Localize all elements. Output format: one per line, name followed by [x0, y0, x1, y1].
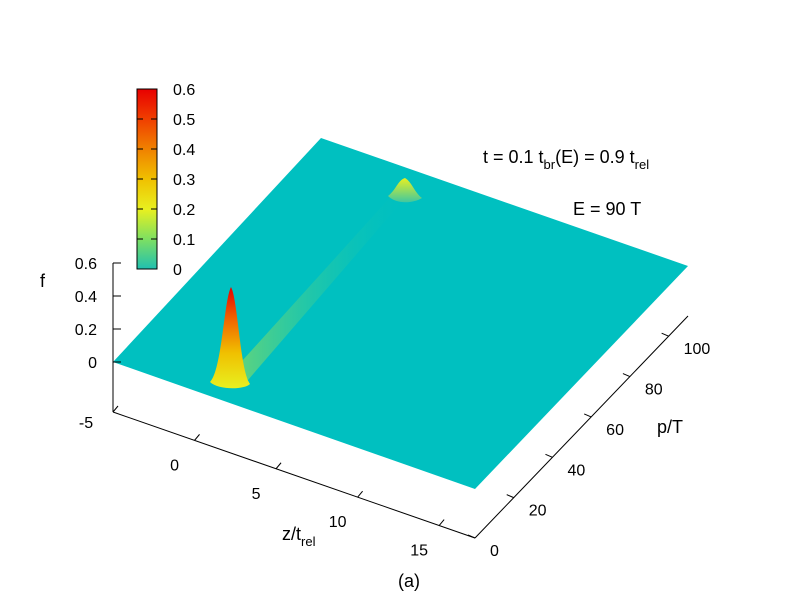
z-tick-label: 0.4	[75, 289, 97, 306]
colorbar-tick-label: 0.2	[173, 202, 195, 219]
z-tick-label: 0.2	[75, 322, 97, 339]
x-tick-label: -5	[79, 415, 93, 432]
y-tick-mark	[661, 332, 669, 337]
colorbar-tick-label: 0.3	[173, 172, 195, 189]
y-tick-mark	[467, 534, 476, 539]
x-tick-label: 0	[170, 457, 179, 474]
y-tick-label: 0	[490, 543, 499, 560]
y-tick-label: 40	[567, 462, 585, 479]
surface-plane	[113, 138, 688, 489]
y-tick-label: 100	[684, 341, 711, 358]
x-tick-mark	[357, 490, 363, 498]
annotation-energy: E = 90 T	[573, 199, 641, 219]
y-tick-mark	[545, 453, 553, 458]
x-axis-label: z/trel	[282, 524, 316, 549]
colorbar-tick-label: 0	[173, 262, 182, 279]
axis-frame	[112, 263, 689, 539]
colorbar-tick-label: 0.1	[173, 232, 195, 249]
x-tick-label: 15	[410, 543, 428, 560]
z-axis-label: f	[40, 271, 46, 291]
y-tick-label: 80	[645, 382, 663, 399]
colorbar-tick-label: 0.6	[173, 82, 195, 99]
ridge-band	[232, 182, 412, 380]
x-tick-mark	[194, 434, 200, 441]
colorbar-tick-label: 0.4	[173, 142, 195, 159]
peak-small	[388, 178, 422, 203]
y-tick-mark	[583, 413, 592, 418]
y-tick-label: 20	[529, 503, 547, 520]
x-tick-label: 10	[329, 514, 347, 531]
z-tick-label: 0	[88, 355, 97, 372]
y-tick-label: 60	[606, 422, 624, 439]
y-tick-mark	[622, 373, 631, 378]
caption: (a)	[398, 571, 420, 591]
x-tick-mark	[112, 405, 119, 413]
colorbar-tick-label: 0.5	[173, 112, 195, 129]
x-tick-mark	[438, 519, 445, 526]
x-tick-mark	[275, 462, 282, 470]
peak-large	[210, 287, 250, 389]
y-axis-label: p/T	[657, 417, 683, 437]
x-axis-line	[112, 411, 476, 539]
x-tick-label: 5	[252, 486, 261, 503]
y-tick-mark	[506, 494, 514, 499]
annotation-time: t = 0.1 tbr(E) = 0.9 trel	[483, 147, 649, 172]
y-axis-line	[474, 315, 689, 539]
z-tick-label: 0.6	[75, 256, 97, 273]
